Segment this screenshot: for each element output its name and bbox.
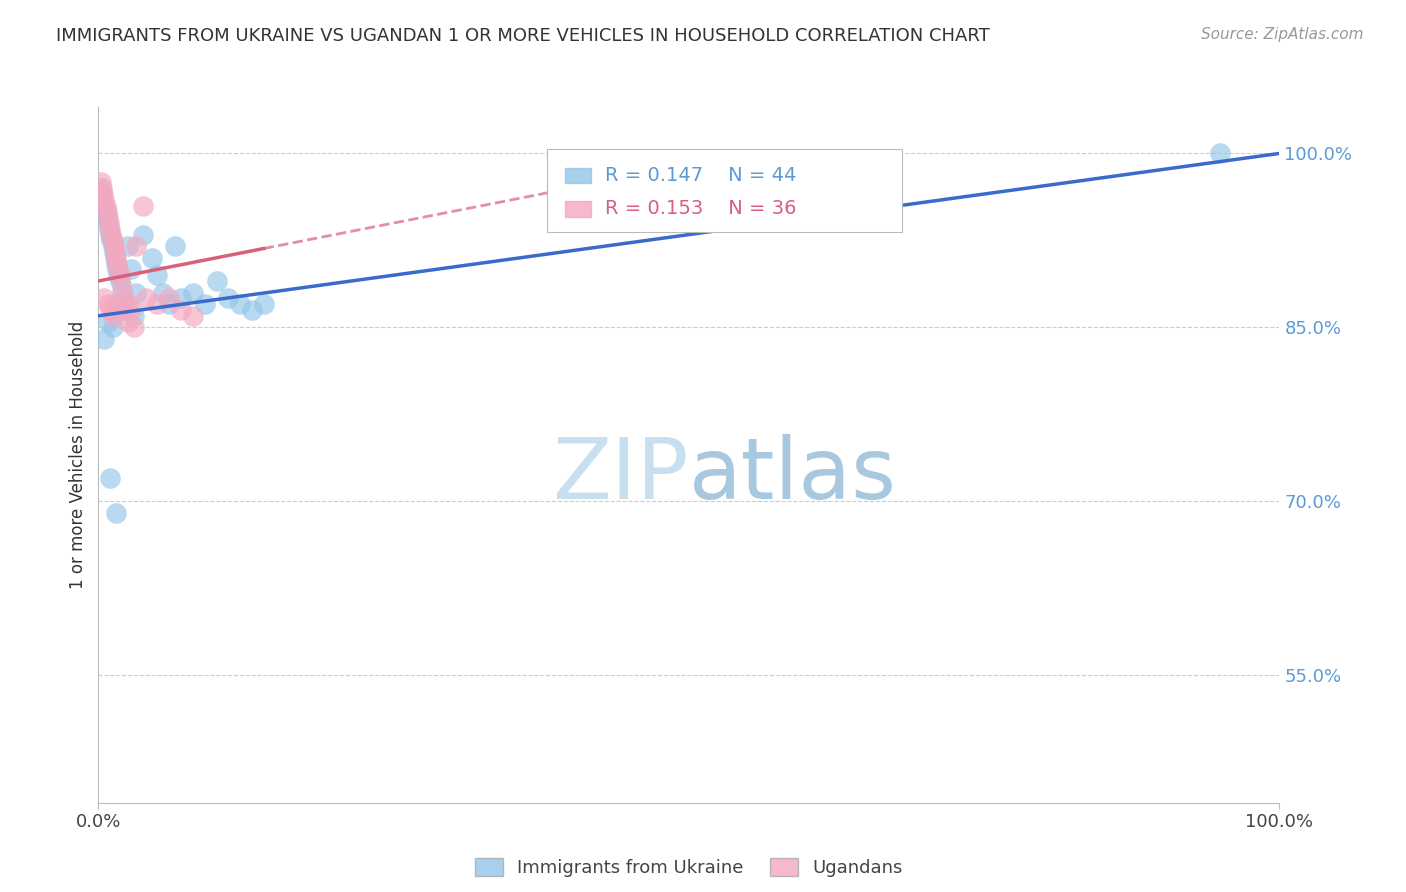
Point xyxy=(91,193,114,207)
Point xyxy=(157,291,180,305)
Point xyxy=(112,291,135,305)
Point xyxy=(125,239,148,253)
Text: R = 0.147    N = 44: R = 0.147 N = 44 xyxy=(605,166,796,185)
Point xyxy=(105,251,128,265)
Point xyxy=(98,471,121,485)
Point xyxy=(122,320,145,334)
Point xyxy=(107,262,129,277)
Point xyxy=(1209,146,1232,161)
FancyBboxPatch shape xyxy=(565,168,591,183)
Y-axis label: 1 or more Vehicles in Household: 1 or more Vehicles in Household xyxy=(69,321,87,589)
Point xyxy=(181,309,204,323)
Point xyxy=(101,320,124,334)
Point xyxy=(117,239,139,253)
Point xyxy=(253,297,276,311)
Point xyxy=(146,268,169,282)
Point xyxy=(105,257,128,271)
Point xyxy=(94,204,117,219)
Point xyxy=(97,216,120,230)
Point xyxy=(96,211,118,225)
Point xyxy=(97,315,120,329)
Point xyxy=(100,227,122,242)
Text: R = 0.153    N = 36: R = 0.153 N = 36 xyxy=(605,200,797,219)
Point xyxy=(141,251,163,265)
Point xyxy=(98,216,121,230)
Point xyxy=(98,227,121,242)
Point xyxy=(132,227,155,242)
Point xyxy=(94,199,117,213)
Text: atlas: atlas xyxy=(689,434,897,517)
Point xyxy=(146,297,169,311)
Point xyxy=(91,187,114,202)
FancyBboxPatch shape xyxy=(547,149,901,232)
Point xyxy=(111,303,134,318)
Point xyxy=(117,315,139,329)
Point xyxy=(240,303,263,318)
Point xyxy=(91,187,114,202)
Point xyxy=(98,222,121,236)
Point xyxy=(107,268,129,282)
Point xyxy=(103,244,125,259)
Point xyxy=(194,297,217,311)
Point xyxy=(217,291,239,305)
Point xyxy=(97,211,120,225)
Text: ZIP: ZIP xyxy=(553,434,689,517)
Point xyxy=(125,285,148,300)
Legend: Immigrants from Ukraine, Ugandans: Immigrants from Ukraine, Ugandans xyxy=(468,850,910,884)
Point xyxy=(122,309,145,323)
Point xyxy=(104,244,127,259)
Point xyxy=(152,285,174,300)
Point xyxy=(105,262,128,277)
Point xyxy=(170,303,193,318)
Point xyxy=(181,285,204,300)
FancyBboxPatch shape xyxy=(565,202,591,217)
Point xyxy=(112,297,135,311)
Point xyxy=(93,199,115,213)
Point xyxy=(132,199,155,213)
Point xyxy=(170,291,193,305)
Point xyxy=(105,506,128,520)
Point xyxy=(117,297,139,311)
Point xyxy=(121,262,143,277)
Point xyxy=(101,239,124,253)
Point xyxy=(157,297,180,311)
Point xyxy=(98,222,121,236)
Point xyxy=(111,303,134,318)
Point xyxy=(97,297,120,311)
Point xyxy=(100,233,122,247)
Point xyxy=(121,303,143,318)
Point xyxy=(93,291,115,305)
Point xyxy=(101,233,124,247)
Point xyxy=(105,257,128,271)
Point xyxy=(101,309,124,323)
Point xyxy=(229,297,252,311)
Point xyxy=(96,204,118,219)
Text: IMMIGRANTS FROM UKRAINE VS UGANDAN 1 OR MORE VEHICLES IN HOUSEHOLD CORRELATION C: IMMIGRANTS FROM UKRAINE VS UGANDAN 1 OR … xyxy=(56,27,990,45)
Text: Source: ZipAtlas.com: Source: ZipAtlas.com xyxy=(1201,27,1364,42)
Point xyxy=(91,181,114,195)
Point xyxy=(105,297,128,311)
Point xyxy=(205,274,228,288)
Point xyxy=(90,181,112,195)
Point xyxy=(135,291,157,305)
Point xyxy=(111,285,134,300)
Point xyxy=(108,268,131,282)
Point xyxy=(108,274,131,288)
Point xyxy=(98,303,121,318)
Point xyxy=(165,239,187,253)
Point xyxy=(90,175,112,190)
Point xyxy=(111,280,134,294)
Point xyxy=(93,193,115,207)
Point xyxy=(93,332,115,346)
Point xyxy=(104,251,127,265)
Point xyxy=(103,239,125,253)
